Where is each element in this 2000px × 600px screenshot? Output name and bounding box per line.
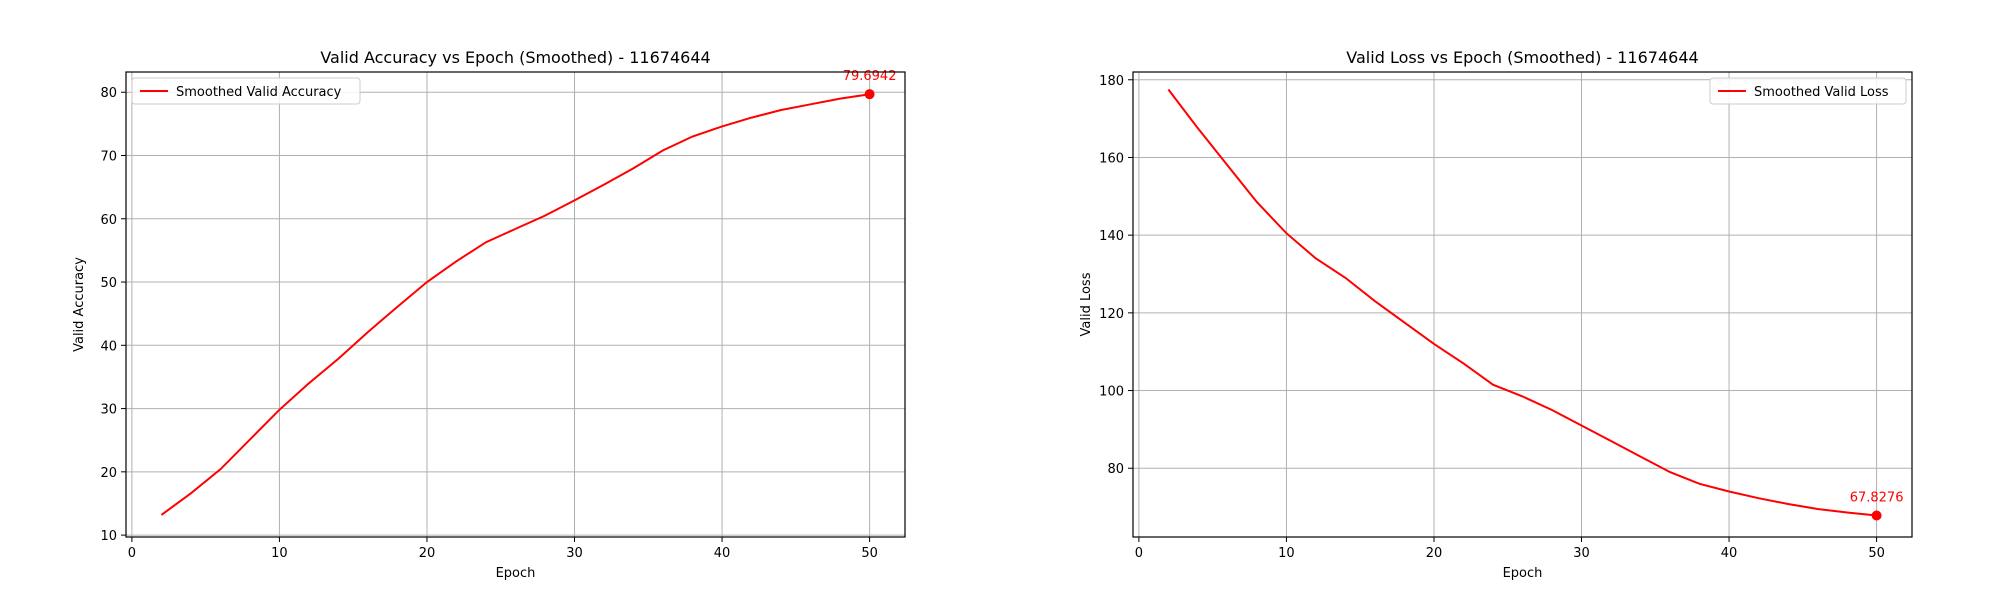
y-tick-label: 70 (100, 150, 117, 165)
x-tick-label: 20 (419, 546, 436, 561)
x-tick-label: 10 (271, 546, 288, 561)
y-tick-label: 100 (1099, 385, 1124, 400)
grid (126, 72, 905, 537)
valid-accuracy-chart: Valid Accuracy vs Epoch (Smoothed) - 116… (72, 48, 906, 581)
x-tick-label: 50 (1868, 546, 1885, 561)
x-tick-label: 40 (1721, 546, 1738, 561)
y-tick-label: 120 (1099, 307, 1124, 322)
x-tick-label: 30 (566, 546, 583, 561)
final-value-annotation: 67.8276 (1850, 491, 1904, 506)
plot-frame (1132, 71, 1913, 538)
legend: Smoothed Valid Loss (1709, 77, 1907, 105)
y-tick-label: 80 (100, 86, 117, 101)
y-tick-label: 40 (100, 339, 117, 354)
chart-title: Valid Accuracy vs Epoch (Smoothed) - 116… (320, 48, 710, 67)
x-tick-label: 20 (1426, 546, 1443, 561)
y-tick-label: 80 (1107, 462, 1124, 477)
y-axis-label: Valid Accuracy (72, 257, 87, 352)
series-line (160, 93, 870, 516)
y-tick-label: 30 (100, 403, 117, 418)
legend-entry: Smoothed Valid Loss (1754, 85, 1889, 100)
y-tick-label: 10 (100, 529, 117, 544)
valid-loss-chart: Valid Loss vs Epoch (Smoothed) - 1167464… (1079, 48, 1913, 581)
x-tick-label: 0 (1135, 546, 1143, 561)
plot-frame (125, 71, 906, 538)
y-axis-label: Valid Loss (1079, 272, 1094, 336)
x-axis-label: Epoch (496, 566, 536, 581)
x-tick-label: 0 (128, 546, 136, 561)
y-tick-label: 60 (100, 213, 117, 228)
y-tick-label: 160 (1099, 151, 1124, 166)
x-axis-label: Epoch (1503, 566, 1543, 581)
x-tick-label: 50 (861, 546, 878, 561)
y-tick-label: 50 (100, 276, 117, 291)
legend: Smoothed Valid Accuracy (131, 77, 361, 105)
series-line (1167, 88, 1877, 517)
final-value-annotation: 79.6942 (843, 69, 897, 84)
final-value-marker (864, 89, 875, 100)
chart-title: Valid Loss vs Epoch (Smoothed) - 1167464… (1346, 48, 1698, 67)
y-tick-label: 180 (1099, 74, 1124, 89)
grid (1133, 72, 1912, 537)
legend-box (131, 77, 361, 105)
x-tick-label: 40 (714, 546, 731, 561)
x-tick-label: 30 (1573, 546, 1590, 561)
legend-entry: Smoothed Valid Accuracy (176, 85, 342, 100)
legend-box (1709, 77, 1907, 105)
y-tick-label: 140 (1099, 229, 1124, 244)
x-tick-label: 10 (1278, 546, 1295, 561)
y-tick-label: 20 (100, 466, 117, 481)
final-value-marker (1871, 510, 1882, 521)
